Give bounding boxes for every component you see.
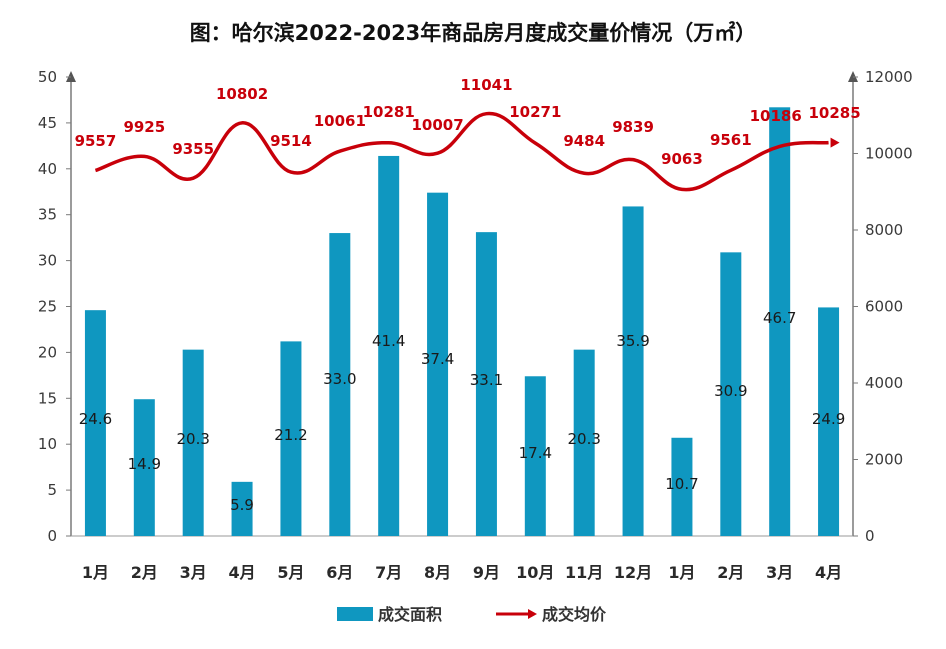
x-tick-label: 6月	[326, 563, 353, 582]
line-value-label: 10285	[808, 104, 860, 122]
y-left-tick-label: 5	[47, 481, 57, 499]
y-left-tick-label: 30	[38, 252, 57, 270]
bar	[182, 349, 204, 536]
y-right-tick-label: 0	[865, 527, 875, 545]
x-tick-label: 11月	[565, 563, 603, 582]
bar	[671, 437, 693, 536]
bar	[133, 399, 155, 536]
y-right-tick-label: 4000	[865, 374, 903, 392]
line-value-label: 9839	[612, 118, 654, 136]
y-left-tick-label: 25	[38, 298, 57, 316]
bar-value-label: 21.2	[274, 426, 307, 444]
y-right-tick-label: 10000	[865, 145, 913, 163]
bar-series	[84, 107, 840, 537]
y-left-tick-label: 20	[38, 343, 57, 361]
x-tick-label: 10月	[516, 563, 554, 582]
bar-value-label: 17.4	[519, 444, 552, 462]
x-tick-label: 5月	[277, 563, 304, 582]
line-value-label: 10802	[216, 85, 268, 103]
x-tick-label: 2月	[717, 563, 744, 582]
bar	[84, 310, 106, 536]
line-value-label: 10061	[314, 112, 366, 130]
y-right-tick-label: 12000	[865, 68, 913, 86]
bar-value-label: 35.9	[616, 332, 649, 350]
bar-value-label: 30.9	[714, 382, 747, 400]
bar-value-label: 10.7	[665, 475, 698, 493]
price-line	[94, 111, 829, 192]
bar	[720, 252, 742, 536]
line-series	[94, 111, 840, 192]
y-left-tick-label: 15	[38, 389, 57, 407]
bar-value-label: 41.4	[372, 332, 405, 350]
line-value-label: 9355	[172, 140, 214, 158]
bar-value-label: 33.1	[470, 371, 503, 389]
bar	[573, 349, 595, 536]
x-tick-label: 9月	[473, 563, 500, 582]
bar	[475, 232, 497, 536]
y-left-tick-label: 35	[38, 206, 57, 224]
line-value-label: 11041	[460, 76, 512, 94]
bar	[769, 107, 791, 536]
axes: 0 5 10 15 20 25 30 35 40 45 50 0 2000 4000 6000 8000 100…	[38, 68, 913, 545]
line-value-label: 9925	[123, 118, 165, 136]
legend-bar-label: 成交面积	[378, 605, 442, 624]
x-tick-label: 3月	[180, 563, 207, 582]
legend: 成交面积 成交均价	[337, 605, 607, 624]
bar	[818, 307, 840, 536]
y-right-tick-label: 2000	[865, 451, 903, 469]
line-value-label: 10007	[411, 116, 463, 134]
y-left-tick-label: 50	[38, 68, 57, 86]
legend-line-arrow	[528, 609, 537, 619]
y-left-tick-label: 45	[38, 114, 57, 132]
line-value-label: 10281	[363, 103, 415, 121]
bar-value-label: 24.9	[812, 410, 845, 428]
line-value-label: 9557	[75, 132, 117, 150]
bar-value-label: 37.4	[421, 350, 454, 368]
price-line-arrow	[830, 137, 840, 148]
x-tick-label: 7月	[375, 563, 402, 582]
bar-value-label: 20.3	[567, 430, 600, 448]
bar-value-label: 24.6	[79, 410, 112, 428]
bar-value-label: 20.3	[176, 430, 209, 448]
x-tick-label: 1月	[82, 563, 109, 582]
bar-value-label: 14.9	[128, 455, 161, 473]
x-tick-label: 1月	[668, 563, 695, 582]
x-tick-label: 4月	[228, 563, 255, 582]
bar-value-label: 33.0	[323, 370, 356, 388]
y-left-tick-label: 40	[38, 160, 57, 178]
bar	[524, 376, 546, 536]
bar	[231, 481, 253, 536]
x-axis-ticks: 1月 2月 3月 4月 5月 6月 7月 8月 9月 10月 11月 12月 1月 2月 3月 4月	[82, 563, 842, 582]
bar	[427, 192, 449, 536]
x-tick-label: 3月	[766, 563, 793, 582]
x-tick-label: 4月	[815, 563, 842, 582]
line-value-label: 9063	[661, 150, 703, 168]
y-right-tick-label: 8000	[865, 221, 903, 239]
legend-bar-swatch	[337, 607, 373, 621]
y-left-tick-label: 10	[38, 435, 57, 453]
x-tick-label: 12月	[614, 563, 652, 582]
bar-value-labels: 24.6 14.9 20.3 5.9 21.2 33.0 41.4 37.4 33.1 17.4 2…	[79, 309, 846, 514]
y-right-tick-label: 6000	[865, 298, 903, 316]
bar-value-label: 46.7	[763, 309, 796, 327]
bar	[280, 341, 302, 536]
line-value-label: 9561	[710, 131, 752, 149]
line-value-label: 9484	[563, 132, 605, 150]
x-tick-label: 8月	[424, 563, 451, 582]
line-value-label: 10186	[750, 107, 802, 125]
bar	[378, 155, 400, 536]
bar-value-label: 5.9	[230, 496, 254, 514]
line-value-label: 9514	[270, 132, 312, 150]
bar	[329, 233, 351, 536]
line-value-label: 10271	[509, 103, 561, 121]
bar	[622, 206, 644, 537]
y-left-tick-label: 0	[47, 527, 57, 545]
x-tick-label: 2月	[131, 563, 158, 582]
chart-title: 图：哈尔滨2022-2023年商品房月度成交量价情况（万㎡）	[190, 21, 757, 45]
legend-line-label: 成交均价	[542, 605, 607, 624]
